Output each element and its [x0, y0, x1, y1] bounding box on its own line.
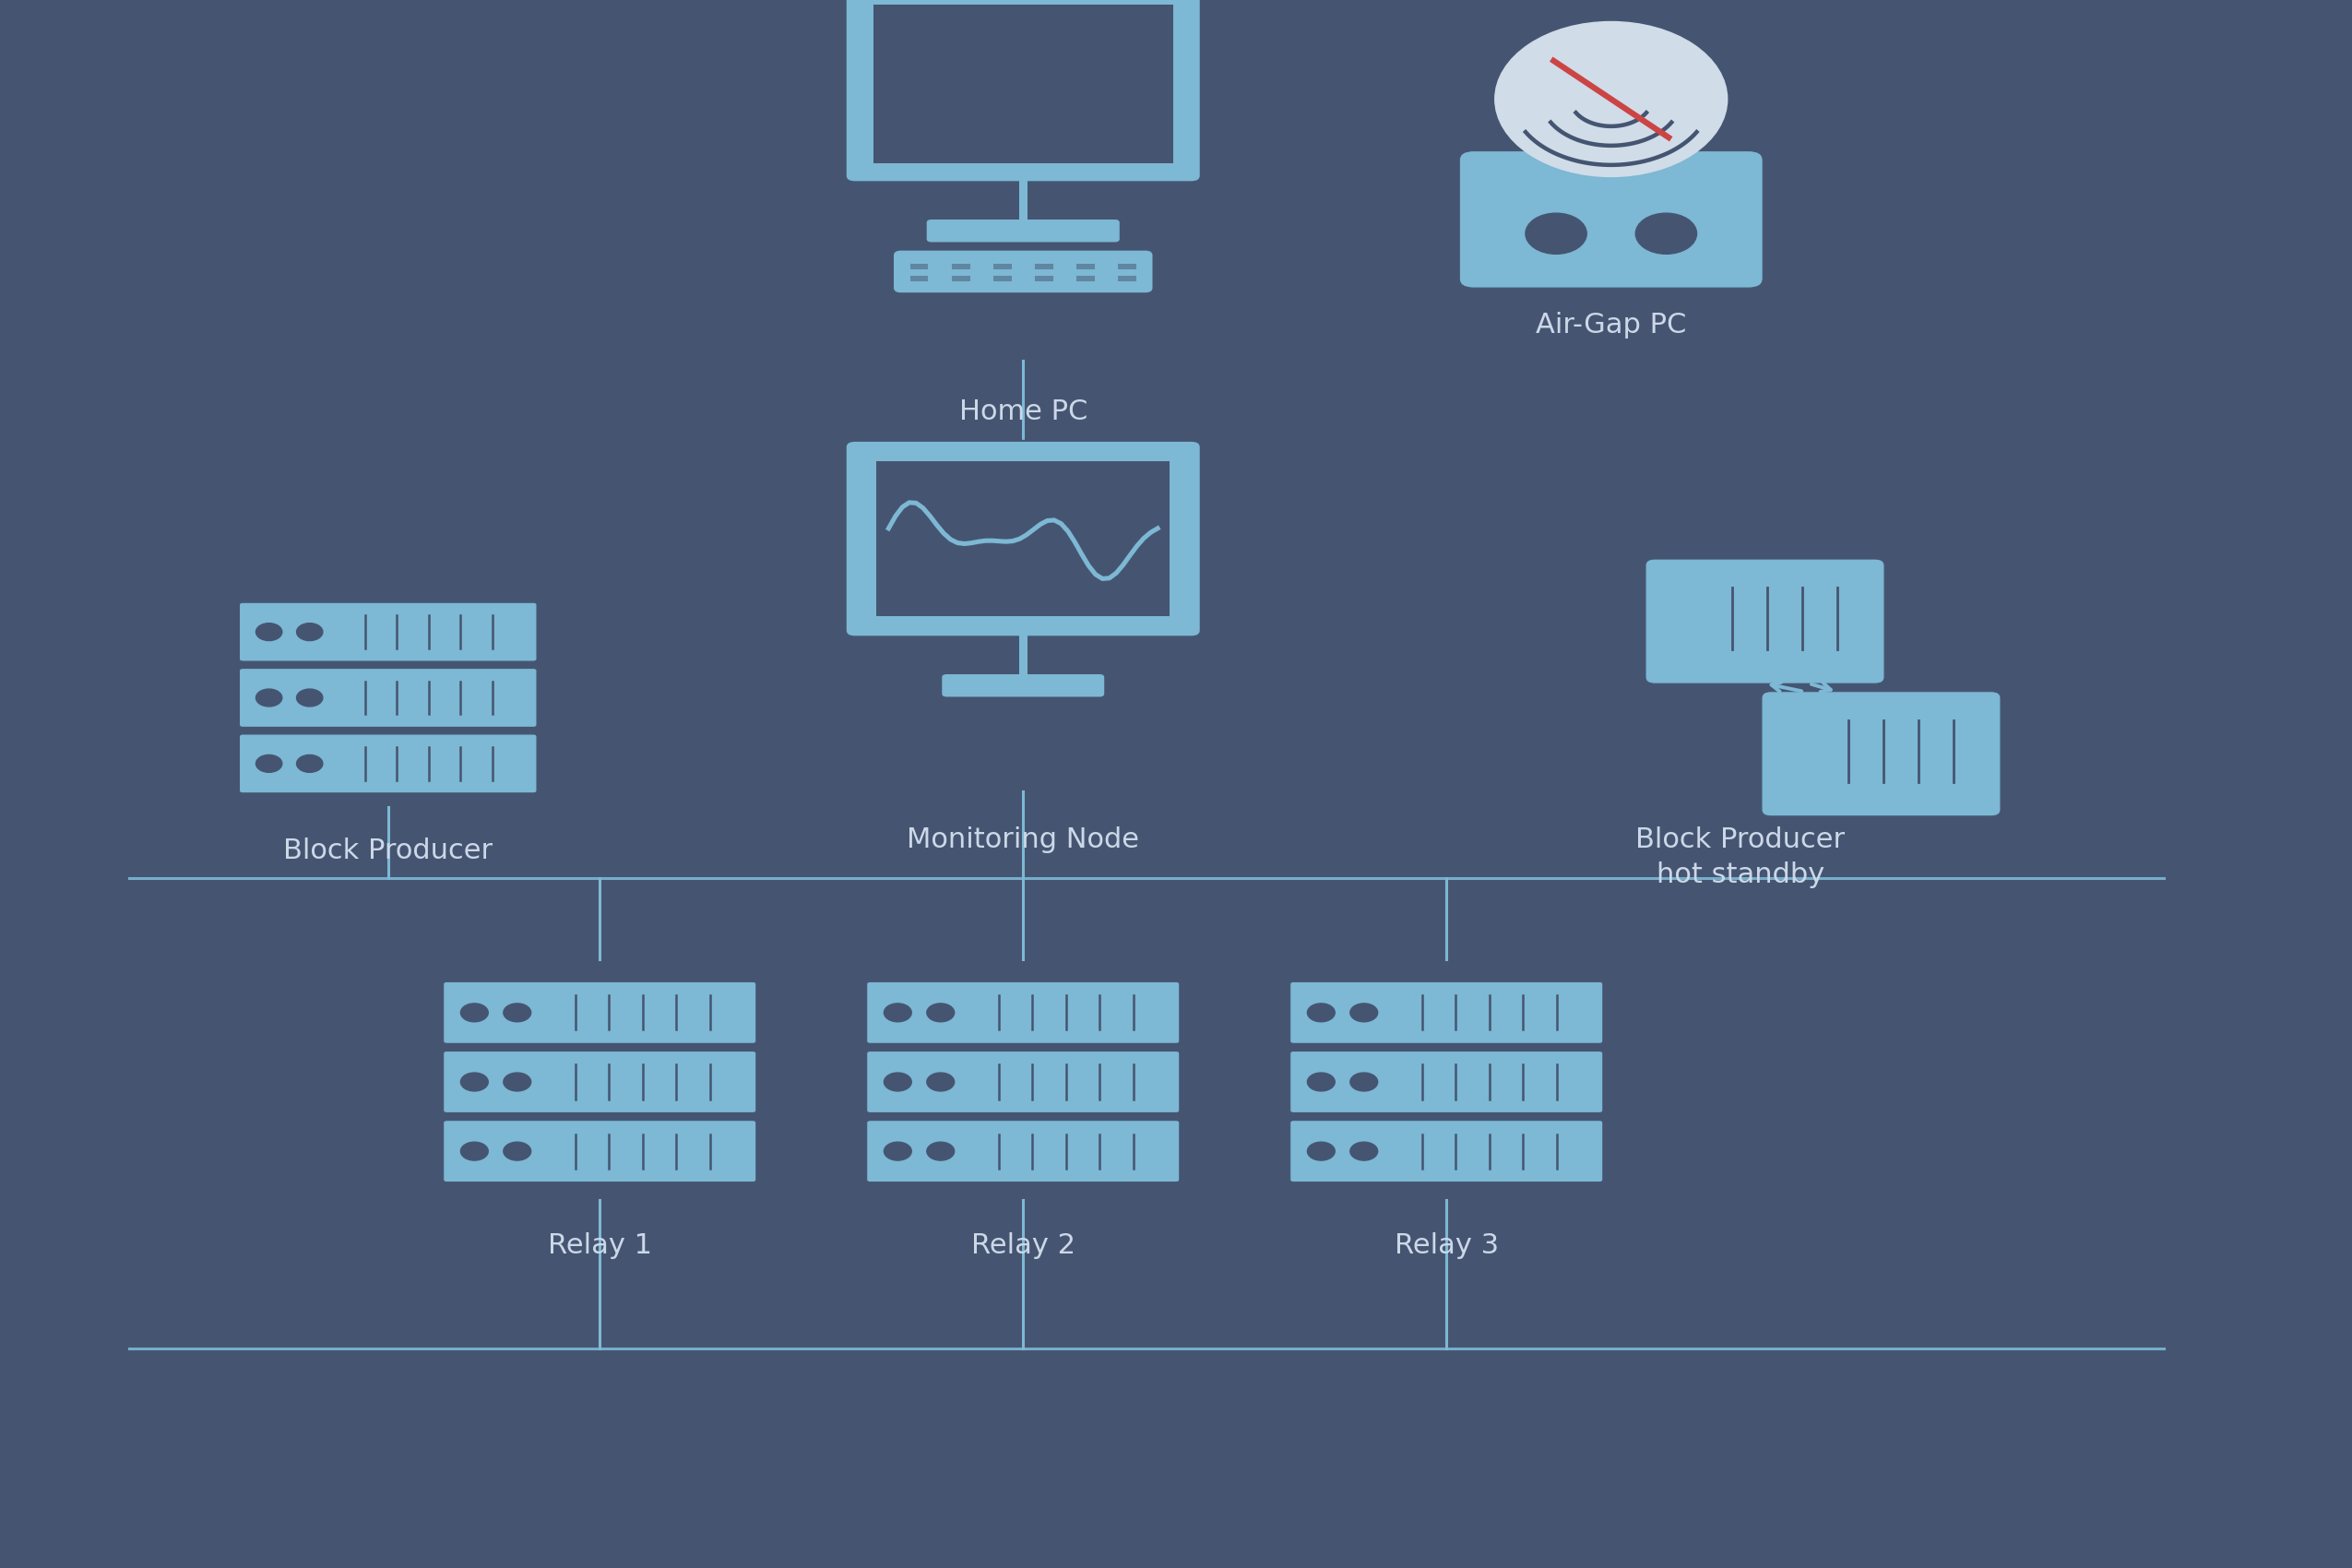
Text: Relay 3: Relay 3: [1395, 1232, 1498, 1259]
FancyBboxPatch shape: [953, 276, 969, 282]
FancyBboxPatch shape: [941, 674, 1103, 696]
FancyBboxPatch shape: [844, 0, 1200, 182]
FancyBboxPatch shape: [1291, 1120, 1604, 1182]
FancyBboxPatch shape: [1035, 276, 1054, 282]
FancyBboxPatch shape: [442, 1120, 757, 1182]
FancyBboxPatch shape: [953, 263, 969, 270]
Circle shape: [1350, 1142, 1378, 1160]
Text: Block Producer: Block Producer: [282, 837, 494, 864]
FancyBboxPatch shape: [240, 734, 536, 793]
Text: Relay 1: Relay 1: [548, 1232, 652, 1259]
FancyBboxPatch shape: [1646, 560, 1884, 684]
Circle shape: [927, 1142, 955, 1160]
FancyBboxPatch shape: [993, 276, 1011, 282]
Circle shape: [1635, 213, 1696, 254]
FancyBboxPatch shape: [993, 263, 1011, 270]
FancyBboxPatch shape: [927, 220, 1120, 241]
Circle shape: [503, 1142, 532, 1160]
Circle shape: [927, 1004, 955, 1022]
Text: Block Producer
hot standby: Block Producer hot standby: [1635, 826, 1846, 889]
Circle shape: [884, 1142, 913, 1160]
Circle shape: [1350, 1073, 1378, 1091]
FancyBboxPatch shape: [910, 276, 929, 282]
Text: Monitoring Node: Monitoring Node: [908, 826, 1138, 853]
Circle shape: [296, 754, 322, 773]
FancyBboxPatch shape: [866, 1120, 1178, 1182]
FancyBboxPatch shape: [866, 1051, 1178, 1113]
Circle shape: [256, 688, 282, 707]
Circle shape: [1350, 1004, 1378, 1022]
Circle shape: [1308, 1004, 1336, 1022]
FancyBboxPatch shape: [1035, 263, 1054, 270]
FancyBboxPatch shape: [1077, 276, 1094, 282]
FancyBboxPatch shape: [1291, 1051, 1604, 1113]
FancyBboxPatch shape: [1458, 151, 1764, 289]
FancyBboxPatch shape: [1117, 276, 1136, 282]
FancyBboxPatch shape: [844, 441, 1200, 637]
FancyBboxPatch shape: [1291, 982, 1604, 1044]
Circle shape: [1308, 1142, 1336, 1160]
Text: Home PC: Home PC: [960, 398, 1087, 425]
Text: Relay 2: Relay 2: [971, 1232, 1075, 1259]
FancyBboxPatch shape: [442, 982, 757, 1044]
Circle shape: [461, 1073, 489, 1091]
FancyBboxPatch shape: [1762, 691, 2002, 815]
FancyBboxPatch shape: [240, 668, 536, 728]
Circle shape: [503, 1073, 532, 1091]
Circle shape: [927, 1073, 955, 1091]
Circle shape: [256, 622, 282, 641]
FancyBboxPatch shape: [894, 251, 1152, 293]
Circle shape: [296, 688, 322, 707]
Circle shape: [1308, 1073, 1336, 1091]
FancyBboxPatch shape: [240, 602, 536, 662]
FancyBboxPatch shape: [910, 263, 929, 270]
FancyBboxPatch shape: [877, 461, 1169, 616]
FancyBboxPatch shape: [866, 982, 1178, 1044]
Circle shape: [256, 754, 282, 773]
FancyBboxPatch shape: [1077, 263, 1094, 270]
Circle shape: [461, 1142, 489, 1160]
Circle shape: [296, 622, 322, 641]
Circle shape: [884, 1004, 913, 1022]
Text: Air-Gap PC: Air-Gap PC: [1536, 312, 1686, 339]
Circle shape: [1526, 213, 1588, 254]
Circle shape: [503, 1004, 532, 1022]
Circle shape: [461, 1004, 489, 1022]
FancyBboxPatch shape: [442, 1051, 757, 1113]
FancyBboxPatch shape: [873, 5, 1174, 163]
Circle shape: [884, 1073, 913, 1091]
Circle shape: [1496, 22, 1726, 177]
FancyBboxPatch shape: [1117, 263, 1136, 270]
